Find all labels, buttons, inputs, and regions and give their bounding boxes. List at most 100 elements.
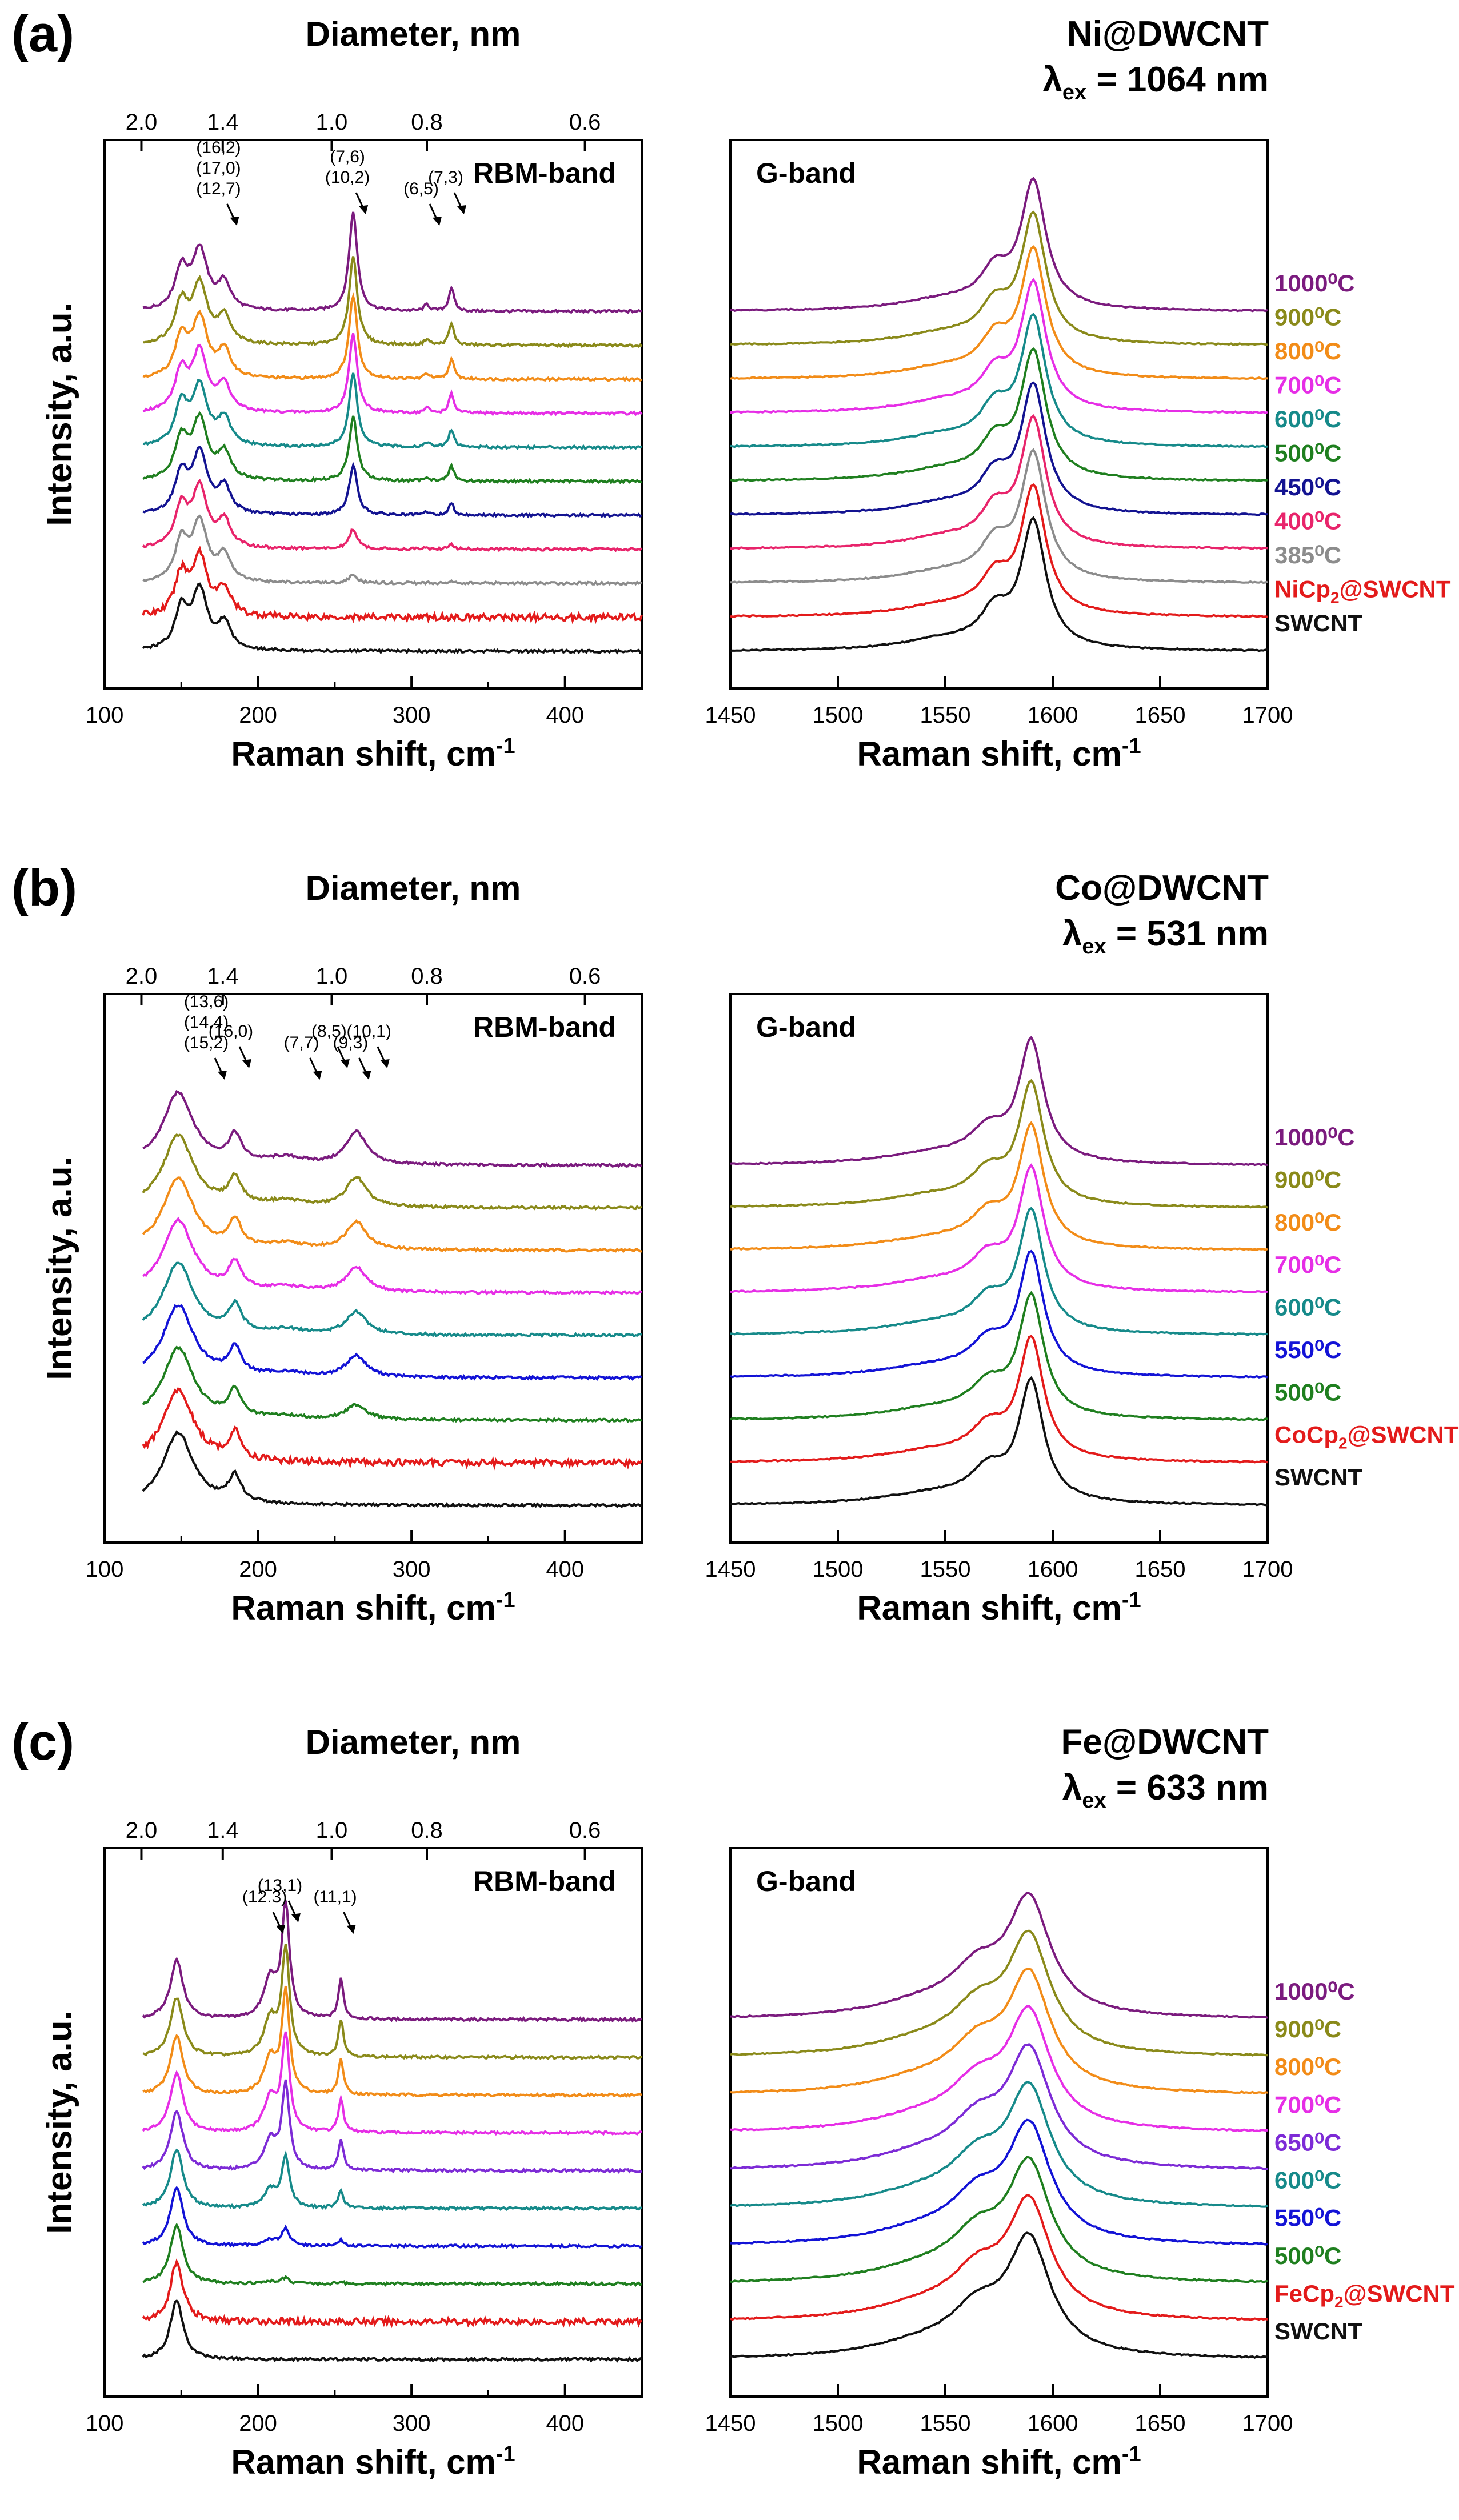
- material-title: Fe@DWCNT: [1061, 1722, 1269, 1762]
- g-spectrum-SWCNT: [730, 2231, 1268, 2359]
- series-label: 700⁰C: [1274, 1251, 1341, 1278]
- g-spectrum-SWCNT: [730, 516, 1268, 652]
- series-label: 450⁰C: [1274, 474, 1341, 500]
- rbm-spectrum-600: [142, 2148, 642, 2211]
- y-axis-label: Intensity, a.u.: [40, 302, 79, 526]
- rbm-spectrum-1000: [142, 211, 642, 314]
- excitation-wavelength: λex = 531 nm: [1062, 914, 1269, 959]
- annotation-arrowhead: [291, 1913, 301, 1922]
- g-spectrum-650: [730, 2043, 1268, 2170]
- rbm-band-title: RBM-band: [473, 1865, 616, 1897]
- diameter-tick-label: 1.4: [207, 1818, 239, 1843]
- g-spectrum-800: [730, 1968, 1268, 2095]
- diameter-tick-label: 2.0: [126, 110, 158, 135]
- peak-annotation: (13,1): [258, 1876, 302, 1895]
- g-x-tick-label: 1450: [705, 703, 756, 728]
- y-axis-label: Intensity, a.u.: [40, 2010, 79, 2234]
- series-label: 900⁰C: [1274, 1166, 1341, 1193]
- rbm-x-tick-label: 400: [546, 2411, 584, 2436]
- rbm-plot-frame: [103, 1847, 643, 2398]
- g-x-tick-label: 1450: [705, 2411, 756, 2436]
- rbm-spectrum-precursor: [142, 1387, 643, 1471]
- g-x-tick-label: 1550: [920, 1557, 971, 1582]
- g-spectrum-500: [730, 347, 1268, 482]
- g-spectrum-800: [730, 1121, 1268, 1251]
- g-x-tick-label: 1650: [1135, 2411, 1186, 2436]
- rbm-x-tick-label: 100: [86, 1557, 124, 1582]
- g-spectrum-600: [730, 1207, 1268, 1336]
- g-band-title: G-band: [756, 157, 856, 189]
- rbm-x-axis-label: Raman shift, cm-1: [231, 1588, 515, 1627]
- diameter-tick-label: 1.4: [207, 964, 239, 989]
- diameter-tick-label: 1.0: [316, 110, 348, 135]
- g-x-tick-label: 1700: [1242, 2411, 1293, 2436]
- g-x-tick-label: 1600: [1028, 703, 1078, 728]
- series-label: 500⁰C: [1274, 440, 1341, 467]
- annotation-arrowhead: [362, 1071, 371, 1080]
- diameter-axis-label: Diameter, nm: [306, 869, 521, 907]
- rbm-band-title: RBM-band: [473, 1011, 616, 1043]
- annotation-arrowhead: [433, 217, 442, 226]
- g-spectrum-1000: [730, 1891, 1268, 2019]
- rbm-spectrum-800: [142, 1985, 643, 2098]
- series-label: 500⁰C: [1274, 2242, 1341, 2269]
- rbm-spectrum-450: [142, 446, 642, 519]
- peak-annotation: (15,2): [184, 1033, 229, 1052]
- g-x-tick-label: 1650: [1135, 1557, 1186, 1582]
- peak-annotation: (12.3): [242, 1888, 287, 1906]
- rbm-spectrum-650: [142, 2079, 642, 2174]
- rbm-x-tick-label: 300: [393, 2411, 431, 2436]
- series-label: 1000⁰C: [1274, 1124, 1355, 1151]
- rbm-spectrum-500: [142, 411, 642, 485]
- g-x-tick-label: 1550: [920, 703, 971, 728]
- g-spectrum-900: [730, 1929, 1268, 2057]
- g-spectrum-450: [730, 381, 1268, 516]
- annotation-arrowhead: [218, 1071, 227, 1080]
- peak-annotation: (12,7): [196, 179, 241, 198]
- series-label: 800⁰C: [1274, 1209, 1341, 1236]
- g-spectrum-700: [730, 2005, 1268, 2133]
- series-label: 650⁰C: [1274, 2129, 1341, 2156]
- g-x-tick-label: 1700: [1242, 703, 1293, 728]
- peak-annotation: (7,7): [284, 1033, 319, 1052]
- series-label: 600⁰C: [1274, 1294, 1341, 1321]
- g-spectrum-385: [730, 448, 1268, 584]
- series-label: 1000⁰C: [1274, 270, 1355, 297]
- g-spectrum-800: [730, 245, 1268, 380]
- g-plot-frame: [729, 993, 1269, 1544]
- annotation-arrowhead: [230, 217, 239, 226]
- g-spectrum-precursor: [730, 1335, 1268, 1464]
- peak-annotation: (10,2): [325, 168, 370, 187]
- rbm-spectrum-550: [142, 1304, 642, 1381]
- diameter-tick-label: 0.8: [411, 1818, 443, 1843]
- series-label: 385⁰C: [1274, 542, 1341, 568]
- peak-annotation: (17,0): [196, 159, 241, 178]
- peak-annotation: (16,2): [196, 138, 241, 157]
- diameter-tick-label: 1.4: [207, 110, 239, 135]
- annotation-arrowhead: [313, 1071, 322, 1080]
- rbm-spectrum-385: [142, 514, 642, 586]
- rbm-spectrum-550: [142, 2186, 643, 2249]
- series-label: 900⁰C: [1274, 304, 1341, 331]
- series-label: SWCNT: [1274, 1464, 1362, 1491]
- g-spectrum-precursor: [730, 483, 1268, 618]
- rbm-spectrum-600: [142, 1261, 642, 1339]
- g-spectrum-700: [730, 1163, 1268, 1293]
- panel-letter: (a): [11, 6, 74, 63]
- rbm-band-title: RBM-band: [473, 157, 616, 189]
- g-spectrum-900: [730, 210, 1268, 346]
- series-label: SWCNT: [1274, 2318, 1362, 2345]
- rbm-spectrum-precursor: [142, 546, 643, 624]
- peak-annotation: (13,6): [184, 992, 229, 1011]
- g-x-tick-label: 1600: [1028, 1557, 1078, 1582]
- g-band-title: G-band: [756, 1865, 856, 1897]
- g-spectrum-600: [730, 2080, 1268, 2208]
- peak-annotation: (16,0): [209, 1022, 253, 1041]
- g-x-tick-label: 1650: [1135, 703, 1186, 728]
- rbm-spectrum-500: [142, 1345, 643, 1423]
- diameter-tick-label: 0.8: [411, 110, 443, 135]
- rbm-spectrum-500: [142, 2222, 642, 2287]
- series-label: 1000⁰C: [1274, 1978, 1355, 2005]
- diameter-tick-label: 0.8: [411, 964, 443, 989]
